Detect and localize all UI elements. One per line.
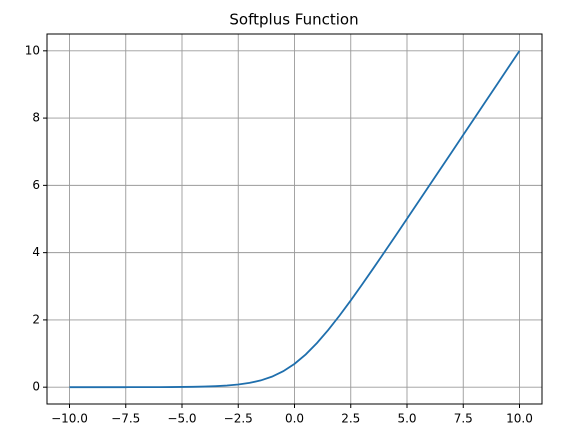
x-tick-label: −5.0 [167, 412, 196, 426]
y-tick-label: 4 [32, 245, 40, 259]
line-series [69, 50, 521, 389]
x-tick-label: −7.5 [111, 412, 140, 426]
y-tick-label: 6 [32, 178, 40, 192]
chart-title: Softplus Function [229, 11, 358, 29]
x-tick-label: 0.0 [285, 412, 304, 426]
x-tick-label: 2.5 [341, 412, 360, 426]
y-tick-label: 10 [25, 43, 40, 57]
y-tick-label: 2 [32, 312, 40, 326]
x-tick-label: 10.0 [506, 412, 533, 426]
y-tick-label: 8 [32, 111, 40, 125]
x-tick-label: −2.5 [224, 412, 253, 426]
plot-frame [46, 33, 543, 405]
x-tick-label: 7.5 [454, 412, 473, 426]
x-tick-label: 5.0 [397, 412, 416, 426]
y-tick-label: 0 [32, 380, 40, 394]
x-tick-label: −10.0 [51, 412, 88, 426]
